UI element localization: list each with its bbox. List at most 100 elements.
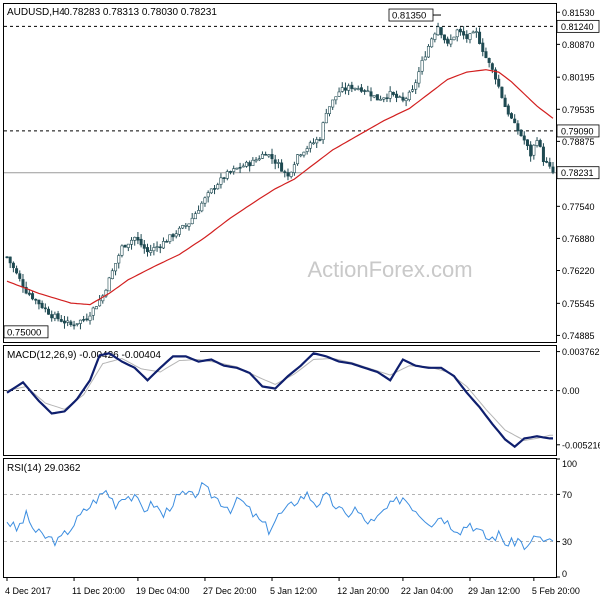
candle-body — [238, 166, 242, 169]
candle-body — [484, 51, 488, 58]
candle-body — [197, 210, 201, 214]
candle — [114, 263, 118, 276]
candle — [120, 244, 124, 258]
candle-body — [490, 63, 494, 70]
candle — [222, 176, 226, 183]
candle-body — [545, 160, 549, 163]
candle-body — [551, 166, 555, 173]
candle — [452, 36, 456, 41]
candle-body — [165, 241, 169, 243]
candle — [525, 139, 529, 151]
candle — [181, 224, 185, 230]
candle — [474, 27, 478, 38]
candle-body — [34, 298, 38, 301]
candle-body — [305, 148, 309, 152]
candle-body — [69, 321, 73, 325]
time-tick-label: 22 Jan 04:00 — [401, 586, 453, 596]
rsi-axis: 100 70 30 0 — [556, 458, 577, 579]
candle-body — [401, 96, 405, 101]
candle-body — [273, 159, 277, 164]
candle — [168, 234, 172, 244]
candle — [47, 306, 51, 315]
candle — [219, 173, 223, 189]
candle — [213, 184, 217, 195]
candle-body — [171, 234, 175, 238]
candle — [417, 67, 421, 88]
rsi-label: RSI(14) 29.0362 — [7, 463, 81, 474]
candle — [315, 136, 319, 148]
candle-body — [225, 171, 229, 179]
price-ref-box — [556, 19, 600, 33]
candle — [462, 26, 466, 40]
candle-body — [312, 142, 316, 145]
candle — [78, 319, 82, 330]
candle-body — [516, 123, 520, 132]
candle — [503, 94, 507, 108]
candle-body — [213, 188, 217, 190]
candle-body — [161, 241, 165, 249]
candle-body — [276, 162, 280, 164]
macd-signal-line — [6, 357, 553, 442]
candle-body — [43, 307, 47, 310]
candle — [184, 223, 188, 229]
candle — [209, 188, 213, 195]
candle-body — [535, 140, 539, 146]
candle-body — [308, 142, 312, 149]
candle-body — [366, 90, 370, 93]
candle — [139, 234, 143, 248]
candle-body — [442, 34, 446, 41]
ma-line — [6, 69, 554, 306]
macd-tick-label: 0.003762 — [562, 347, 600, 357]
candle — [53, 311, 57, 322]
candle — [318, 137, 322, 142]
candle — [343, 82, 347, 95]
candle — [66, 316, 70, 327]
annotation-label: 0.81350 — [392, 11, 426, 22]
candle — [174, 230, 178, 239]
candle — [161, 237, 165, 250]
candle-body — [509, 113, 513, 119]
candle-body — [254, 159, 258, 162]
candle — [331, 99, 335, 110]
candle — [430, 37, 434, 48]
candle-body — [241, 165, 245, 168]
candle-body — [538, 140, 542, 147]
annotation-label: 0.75000 — [7, 327, 41, 338]
rsi-tick-label: 0 — [562, 569, 567, 579]
candle-body — [152, 247, 156, 252]
candle-body — [513, 118, 517, 124]
candle — [324, 108, 328, 124]
candle — [388, 86, 392, 103]
time-tick-label: 5 Feb 20:00 — [532, 586, 580, 596]
candle-body — [436, 26, 440, 36]
candle-body — [363, 90, 367, 92]
candle — [545, 157, 549, 164]
candle — [529, 141, 533, 162]
candle-body — [286, 172, 290, 177]
candle-body — [72, 324, 76, 327]
candle-body — [8, 256, 12, 264]
candle — [401, 92, 405, 103]
candle-body — [334, 96, 338, 101]
candle-body — [177, 227, 181, 235]
candle-body — [449, 39, 453, 45]
candle-body — [529, 144, 533, 157]
candle — [130, 237, 134, 250]
candle — [532, 144, 536, 160]
candle-body — [414, 82, 418, 90]
candle — [391, 91, 395, 97]
candle-body — [257, 158, 261, 161]
candle — [235, 167, 239, 170]
price-tick-label: 0.75545 — [562, 299, 595, 309]
candle-body — [155, 246, 159, 248]
candle — [177, 226, 181, 237]
candle — [276, 159, 280, 169]
candle-body — [417, 71, 421, 84]
candle — [375, 94, 379, 101]
candle — [62, 315, 66, 329]
candle — [98, 295, 102, 307]
candle — [72, 320, 76, 330]
candle — [455, 28, 459, 42]
candle — [500, 86, 504, 99]
